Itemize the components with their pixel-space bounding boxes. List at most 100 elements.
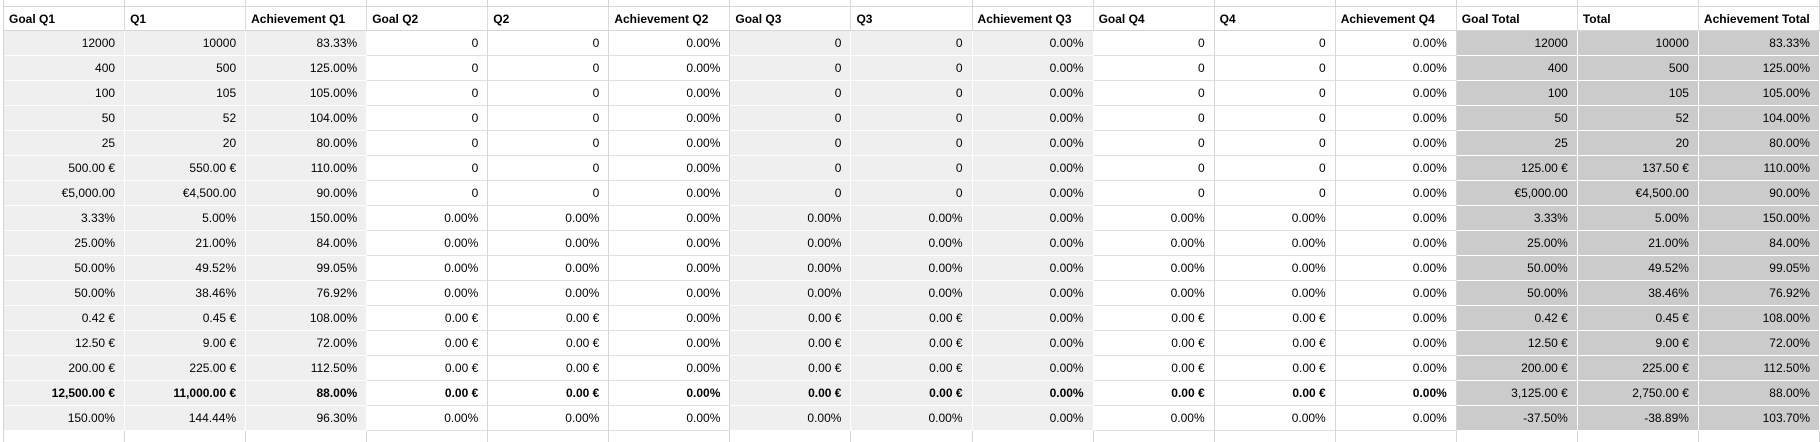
cell[interactable]: 0 [730, 31, 852, 56]
cell[interactable]: 0.00% [1335, 331, 1457, 356]
partial-cell-bottom[interactable] [1093, 431, 1215, 442]
partial-cell-bottom[interactable] [730, 431, 852, 442]
cell[interactable]: 0.00% [609, 131, 731, 156]
partial-cell-bottom[interactable] [972, 431, 1094, 442]
partial-cell-top[interactable] [730, 0, 852, 7]
cell[interactable]: 0 [367, 81, 489, 106]
cell[interactable]: 0.00% [609, 381, 731, 406]
partial-cell-bottom[interactable] [488, 431, 610, 442]
cell[interactable]: 0.00% [1335, 281, 1457, 306]
cell[interactable]: 0.00 € [1093, 381, 1215, 406]
cell[interactable]: 0.00% [609, 356, 731, 381]
cell[interactable]: 0.00 € [1093, 331, 1215, 356]
cell[interactable]: 225.00 € [125, 356, 247, 381]
column-header-achievement-total[interactable]: Achievement Total [1698, 7, 1820, 31]
cell[interactable]: 25 [1456, 131, 1578, 156]
partial-cell-bottom[interactable] [1335, 431, 1457, 442]
cell[interactable]: 99.05% [246, 256, 368, 281]
cell[interactable]: 0.00% [851, 406, 973, 431]
partial-cell-bottom[interactable] [609, 431, 731, 442]
cell[interactable]: 0.00% [1214, 231, 1336, 256]
cell[interactable]: 112.50% [246, 356, 368, 381]
cell[interactable]: 50.00% [1456, 256, 1578, 281]
cell[interactable]: 104.00% [246, 106, 368, 131]
cell[interactable]: 0.00% [730, 206, 852, 231]
cell[interactable]: 0 [1093, 31, 1215, 56]
cell[interactable]: 500 [125, 56, 247, 81]
cell[interactable]: 200.00 € [1456, 356, 1578, 381]
cell[interactable]: 0.00% [1093, 231, 1215, 256]
cell[interactable]: 0.00 € [488, 356, 610, 381]
partial-cell-top[interactable] [972, 0, 1094, 7]
cell[interactable]: 83.33% [246, 31, 368, 56]
cell[interactable]: 0 [730, 181, 852, 206]
cell[interactable]: 0.00% [1335, 156, 1457, 181]
cell[interactable]: 0 [851, 106, 973, 131]
cell[interactable]: €4,500.00 [125, 181, 247, 206]
cell[interactable]: 0.00 € [730, 381, 852, 406]
cell[interactable]: 96.30% [246, 406, 368, 431]
cell[interactable]: 0.00% [367, 281, 489, 306]
cell[interactable]: 0.00% [851, 206, 973, 231]
cell[interactable]: 0.00% [367, 231, 489, 256]
cell[interactable]: 10000 [1577, 31, 1699, 56]
column-header-q1[interactable]: Q1 [125, 7, 247, 31]
cell[interactable]: 108.00% [246, 306, 368, 331]
column-header-goal-total[interactable]: Goal Total [1456, 7, 1578, 31]
cell[interactable]: 500 [1577, 56, 1699, 81]
cell[interactable]: €5,000.00 [1456, 181, 1578, 206]
cell[interactable]: 0 [1214, 131, 1336, 156]
cell[interactable]: 0.00% [1335, 106, 1457, 131]
cell[interactable]: 20 [125, 131, 247, 156]
cell[interactable]: 400 [4, 56, 126, 81]
cell[interactable]: 0.00% [1335, 381, 1457, 406]
cell[interactable]: 0.00 € [851, 306, 973, 331]
cell[interactable]: 0.00% [972, 231, 1094, 256]
cell[interactable]: 0.00 € [488, 306, 610, 331]
cell[interactable]: 150.00% [4, 406, 126, 431]
cell[interactable]: 83.33% [1698, 31, 1820, 56]
cell[interactable]: 80.00% [1698, 131, 1820, 156]
cell[interactable]: 0.00% [972, 381, 1094, 406]
cell[interactable]: 0.00 € [851, 331, 973, 356]
column-header-total[interactable]: Total [1577, 7, 1699, 31]
cell[interactable]: 0.00% [609, 306, 731, 331]
cell[interactable]: 0.00 € [851, 356, 973, 381]
cell[interactable]: 76.92% [1698, 281, 1820, 306]
cell[interactable]: 11,000.00 € [125, 381, 247, 406]
cell[interactable]: 0.00 € [1214, 331, 1336, 356]
cell[interactable]: 99.05% [1698, 256, 1820, 281]
cell[interactable]: 0 [1214, 81, 1336, 106]
cell[interactable]: 0 [1093, 131, 1215, 156]
cell[interactable]: 38.46% [1577, 281, 1699, 306]
cell[interactable]: 0 [851, 156, 973, 181]
cell[interactable]: 0 [1093, 56, 1215, 81]
cell[interactable]: 0 [730, 131, 852, 156]
cell[interactable]: 3,125.00 € [1456, 381, 1578, 406]
cell[interactable]: 0.00% [1335, 181, 1457, 206]
cell[interactable]: 0.00% [609, 406, 731, 431]
cell[interactable]: 0.00% [972, 406, 1094, 431]
cell[interactable]: 0 [730, 56, 852, 81]
cell[interactable]: 0.00% [730, 406, 852, 431]
cell[interactable]: 0 [488, 56, 610, 81]
cell[interactable]: 0.00 € [730, 356, 852, 381]
cell[interactable]: 0 [367, 31, 489, 56]
cell[interactable]: 0 [851, 31, 973, 56]
cell[interactable]: 0.00% [1335, 256, 1457, 281]
partial-cell-bottom[interactable] [1214, 431, 1336, 442]
cell[interactable]: 88.00% [1698, 381, 1820, 406]
cell[interactable]: 0 [1214, 156, 1336, 181]
cell[interactable]: 0 [367, 131, 489, 156]
cell[interactable]: 110.00% [246, 156, 368, 181]
cell[interactable]: 5.00% [1577, 206, 1699, 231]
cell[interactable]: 0 [730, 106, 852, 131]
cell[interactable]: 0.00% [972, 106, 1094, 131]
cell[interactable]: 25.00% [4, 231, 126, 256]
cell[interactable]: 72.00% [1698, 331, 1820, 356]
cell[interactable]: 0.00% [1335, 31, 1457, 56]
cell[interactable]: 0.00% [972, 306, 1094, 331]
cell[interactable]: 0.00% [1214, 206, 1336, 231]
cell[interactable]: 0 [1214, 56, 1336, 81]
cell[interactable]: 0.00% [1214, 406, 1336, 431]
